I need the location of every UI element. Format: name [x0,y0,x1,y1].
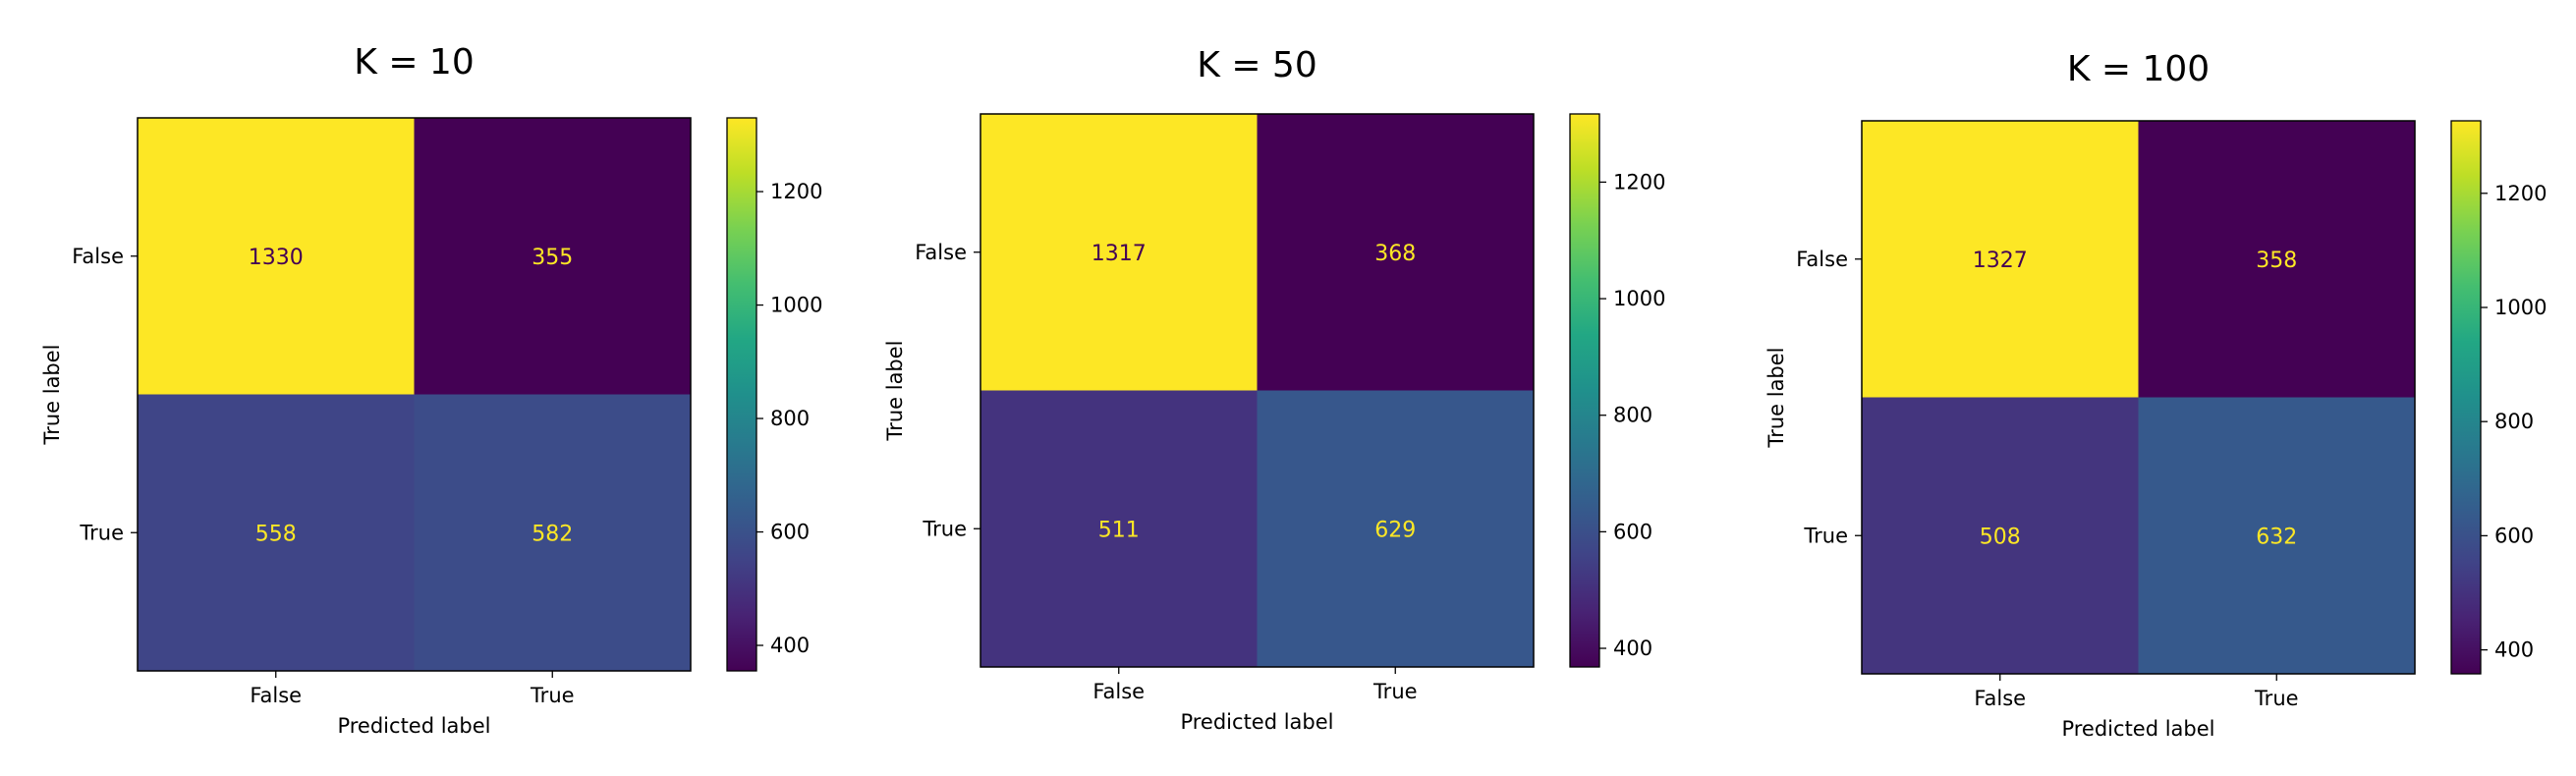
panel-k10: K = 10 1330 355 558 582 False True False True Pre… [40,42,822,738]
cell-value: 511 [1098,518,1140,542]
matrix-cell [1257,114,1534,391]
matrix-cell [2138,397,2415,674]
colorbar-tick-label: 400 [1613,637,1652,660]
matrix-cell [1862,121,2139,398]
colorbar-tick-label: 800 [2494,410,2534,433]
cell-value: 508 [1980,525,2021,549]
plot-frame [1861,120,2416,675]
colorbar-tick-label: 800 [770,407,810,430]
colorbar [726,117,757,672]
cell-value: 358 [2256,249,2297,273]
x-tick-label: False [250,684,302,707]
x-tick-label: True [2254,687,2299,710]
colorbar-tick-label: 600 [2494,524,2534,547]
panel-k50: K = 50 1317 368 511 629 False True False True Pre… [883,45,1665,734]
x-tick-label: False [1092,680,1145,703]
cell-value: 355 [532,246,573,270]
matrix-cell [138,118,415,395]
matrix-cell [980,114,1258,391]
y-tick-label: False [1796,248,1848,271]
y-tick-label: True [1803,524,1848,547]
y-tick-label: True [79,521,124,544]
y-axis-label: True label [883,340,907,441]
colorbar-tick-label: 600 [770,521,810,544]
matrix-cell [138,394,415,671]
colorbar-tick-label: 1200 [1613,170,1665,194]
plot-frame [980,113,1535,668]
colorbar-tick-label: 400 [2494,638,2534,662]
colorbar-tick-label: 1000 [770,294,822,317]
chart-title: K = 10 [354,42,474,83]
cell-value: 368 [1374,242,1416,266]
chart-title: K = 50 [1197,45,1316,85]
plot-frame [137,117,692,672]
matrix-cell [1862,397,2139,674]
matrix-cell [980,390,1258,667]
y-tick-label: True [922,517,967,540]
x-tick-label: True [1372,680,1418,703]
colorbar-tick-label: 1000 [2494,296,2547,319]
chart-title: K = 100 [2067,49,2210,89]
matrix-cell [2138,121,2415,398]
x-tick-label: False [1974,687,2026,710]
colorbar-tick-label: 1000 [1613,287,1665,310]
colorbar-tick-label: 800 [1613,404,1652,427]
y-tick-label: False [915,241,967,264]
cell-value: 1317 [1092,242,1147,266]
colorbar [2450,120,2482,675]
colorbar [1569,113,1600,668]
x-axis-label: Predicted label [2061,717,2214,741]
colorbar-tick-label: 400 [770,634,810,657]
cell-value: 629 [1374,518,1416,542]
matrix-cell [1257,390,1534,667]
matrix-cell [414,118,691,395]
cell-value: 1330 [249,246,304,270]
y-axis-label: True label [40,344,64,445]
x-axis-label: Predicted label [337,714,490,738]
colorbar-tick-label: 1200 [770,180,822,203]
y-tick-label: False [72,245,124,268]
matrix-cell [414,394,691,671]
x-axis-label: Predicted label [1180,710,1333,734]
cell-value: 632 [2256,525,2297,549]
colorbar-tick-label: 600 [1613,520,1652,543]
colorbar-tick-label: 1200 [2494,182,2547,205]
panel-k100: K = 100 1327 358 508 632 False True False True Pr… [1764,49,2547,741]
y-axis-label: True label [1764,347,1788,448]
x-tick-label: True [530,684,575,707]
cell-value: 1327 [1973,249,2028,273]
cell-value: 582 [532,522,573,546]
cell-value: 558 [255,522,297,546]
